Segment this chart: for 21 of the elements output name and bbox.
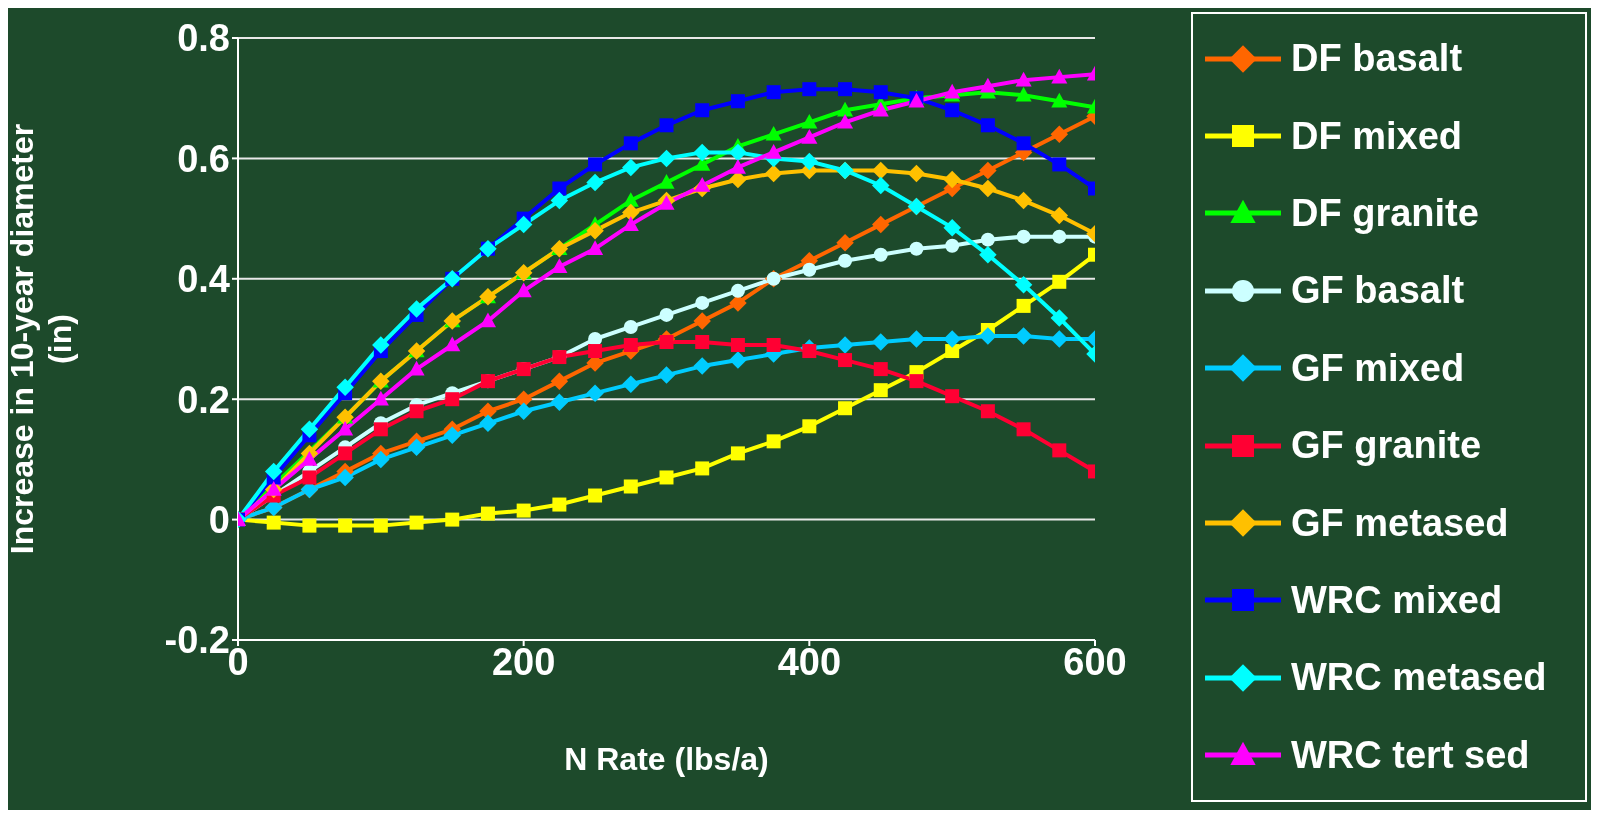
y-tick-label: -0.2 bbox=[164, 619, 230, 662]
legend-label: DF basalt bbox=[1291, 37, 1463, 81]
legend-label: DF mixed bbox=[1291, 114, 1463, 158]
x-tick-label: 600 bbox=[1063, 640, 1127, 683]
legend-label: WRC tert sed bbox=[1291, 733, 1530, 777]
x-tick-label: 400 bbox=[777, 640, 842, 683]
legend-label: WRC mixed bbox=[1291, 578, 1503, 622]
y-tick-label: 0 bbox=[208, 499, 230, 542]
legend-label: GF basalt bbox=[1291, 269, 1465, 313]
legend-label: WRC metased bbox=[1291, 656, 1547, 700]
x-tick-label: 200 bbox=[491, 640, 556, 683]
y-axis-title: Increase in 10-year diameter (in) bbox=[4, 123, 78, 555]
y-tick-label: 0.4 bbox=[177, 258, 230, 301]
y-tick-label: 0.6 bbox=[177, 137, 230, 180]
y-tick-label: 0.2 bbox=[177, 378, 230, 421]
x-axis-title: N Rate (lbs/a) bbox=[564, 741, 769, 777]
legend-label: DF granite bbox=[1291, 191, 1479, 235]
legend-label: GF mixed bbox=[1291, 346, 1465, 390]
legend-label: GF granite bbox=[1291, 424, 1482, 468]
y-tick-label: 0.8 bbox=[177, 17, 230, 60]
legend-label: GF metased bbox=[1291, 501, 1509, 545]
